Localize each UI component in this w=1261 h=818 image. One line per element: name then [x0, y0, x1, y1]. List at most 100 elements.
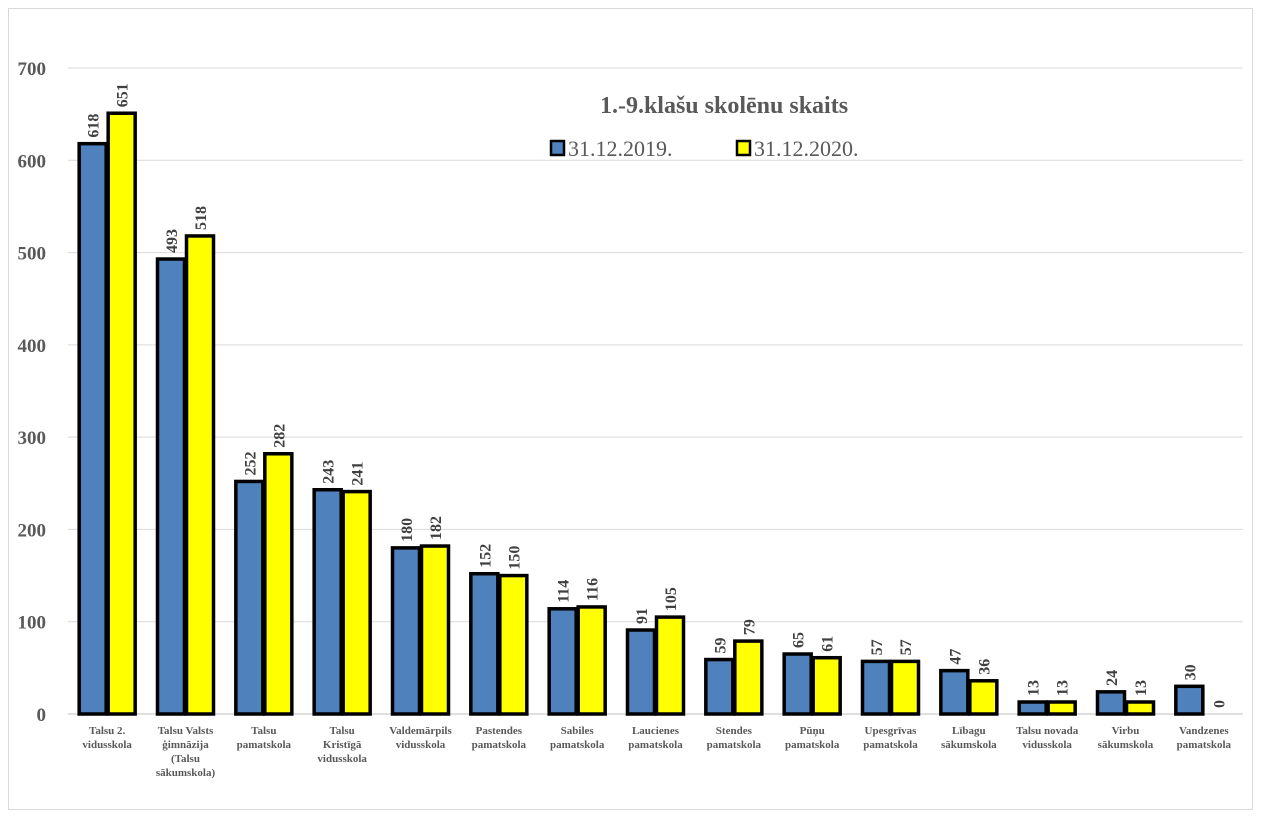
- bar-2020: [889, 659, 921, 716]
- x-tick-label-line: pamatskola: [785, 739, 840, 751]
- x-tick-label-line: vidusskola: [1022, 739, 1072, 751]
- x-tick-label-line: Kristīgā: [323, 739, 362, 751]
- y-tick-label: 0: [37, 705, 47, 726]
- x-tick-label: Talsu Valsts ģimnāzija (Talsu sākumskola): [156, 725, 216, 779]
- y-tick-label: 300: [18, 428, 47, 449]
- data-label: 13: [1133, 680, 1150, 696]
- bar-2019: [1095, 690, 1127, 716]
- x-tick-label-line: vidusskola: [317, 753, 367, 765]
- x-tick-label: Upesgrīvas pamatskola: [863, 725, 918, 751]
- y-tick-label: 400: [18, 336, 47, 357]
- data-label: 47: [947, 649, 964, 665]
- bar-2020: [184, 234, 216, 716]
- x-tick-label: Pastendes pamatskola: [472, 725, 527, 751]
- x-tick-label: Talsu 2. vidusskola: [82, 725, 132, 751]
- bar-2019: [469, 571, 500, 716]
- data-label: 618: [86, 114, 103, 138]
- y-tick-label: 700: [18, 59, 47, 80]
- x-tick-label-line: pamatskola: [707, 739, 762, 751]
- x-tick-label-line: pamatskola: [550, 739, 605, 751]
- legend-label: 31.12.2019.: [568, 136, 673, 161]
- data-label: 150: [506, 546, 523, 570]
- data-label: 24: [1104, 670, 1121, 686]
- legend-label: 31.12.2020.: [754, 136, 859, 161]
- x-tick-label-line: sākumskola: [941, 739, 997, 751]
- data-label: 282: [271, 424, 288, 448]
- x-tick-label-line: sākumskola: [1098, 739, 1154, 751]
- chart-title: 1.-9.klašu skolēnu skaits: [600, 93, 848, 119]
- bar-2019: [312, 487, 343, 716]
- data-label: 182: [428, 516, 445, 540]
- x-tick-label-line: pamatskola: [237, 739, 292, 751]
- bar-2019: [704, 657, 735, 716]
- data-label: 116: [585, 578, 602, 601]
- data-label: 91: [634, 608, 651, 624]
- y-tick-label: 600: [18, 151, 47, 172]
- x-tick-label-line: Vandzenes: [1179, 725, 1229, 737]
- data-label: 13: [1055, 680, 1072, 696]
- data-label: 243: [321, 460, 338, 484]
- x-tick-label-line: Talsu novada: [1016, 725, 1079, 737]
- bar-2019: [939, 668, 970, 716]
- x-tick-label-line: Laucienes: [632, 725, 680, 737]
- x-tick-label-line: Talsu 2.: [89, 725, 126, 737]
- bar-2020: [654, 615, 686, 716]
- bar-2019: [1174, 684, 1205, 716]
- x-tick-label-line: pamatskola: [1177, 739, 1232, 751]
- data-label: 36: [976, 659, 993, 675]
- data-label: 252: [242, 451, 259, 475]
- bar-2019: [860, 659, 892, 716]
- bar-2020: [811, 655, 842, 716]
- bar-2019: [390, 546, 422, 716]
- x-tick-label-line: vidusskola: [396, 739, 446, 751]
- x-tick-label: Talsu novada vidusskola: [1016, 725, 1079, 751]
- data-label: 114: [556, 580, 573, 603]
- bar-2020: [263, 452, 294, 716]
- x-tick-label-line: Lībagu: [952, 725, 986, 737]
- x-tick-label-line: pamatskola: [472, 739, 527, 751]
- bar-2019: [625, 628, 657, 716]
- data-label: 61: [820, 636, 837, 652]
- x-tick-label: Talsu pamatskola: [237, 725, 292, 751]
- x-tick-label-line: Talsu Valsts: [158, 725, 214, 737]
- y-tick-label: 500: [18, 244, 47, 265]
- x-tick-label-line: Virbu: [1112, 725, 1140, 737]
- x-tick-label: Valdemārpils vidusskola: [389, 725, 452, 751]
- x-tick-label-line: pamatskola: [863, 739, 918, 751]
- x-tick-label-line: Pastendes: [476, 725, 523, 737]
- data-label: 0: [1211, 700, 1228, 708]
- bar-2020: [341, 489, 372, 716]
- x-tick-label-line: Upesgrīvas: [865, 725, 918, 737]
- x-tick-label-line: Talsu: [251, 725, 276, 737]
- bar-2019: [155, 257, 187, 716]
- bar-2020: [498, 573, 529, 716]
- data-label: 59: [712, 638, 729, 654]
- data-label: 241: [350, 462, 367, 486]
- x-tick-label: Virbu sākumskola: [1098, 725, 1154, 751]
- legend-swatch: [735, 139, 752, 157]
- data-label: 651: [115, 83, 132, 107]
- bar-2020: [733, 639, 764, 716]
- bar-2019: [782, 652, 813, 716]
- bar-2019: [234, 479, 265, 716]
- bar-2019: [77, 141, 108, 716]
- x-tick-label-line: pamatskola: [628, 739, 683, 751]
- legend-swatch: [549, 139, 566, 157]
- x-tick-label-line: vidusskola: [82, 739, 132, 751]
- data-label: 105: [663, 587, 680, 611]
- x-tick-label-line: Talsu: [330, 725, 355, 737]
- data-label: 79: [741, 619, 758, 635]
- x-tick-label-line: Pūņu: [800, 725, 825, 737]
- data-label: 518: [193, 206, 210, 230]
- bar-2020: [106, 111, 137, 716]
- x-tick-label-line: sākumskola): [156, 767, 216, 779]
- x-tick-label: Stendes pamatskola: [707, 725, 762, 751]
- bar-2019: [1017, 700, 1048, 716]
- x-tick-label-line: (Talsu: [171, 753, 200, 765]
- x-tick-label: Laucienes pamatskola: [628, 725, 683, 751]
- bar-2020: [576, 605, 607, 716]
- bar-2020: [1124, 700, 1156, 716]
- data-label: 65: [791, 632, 808, 648]
- bar-2020: [1046, 700, 1077, 716]
